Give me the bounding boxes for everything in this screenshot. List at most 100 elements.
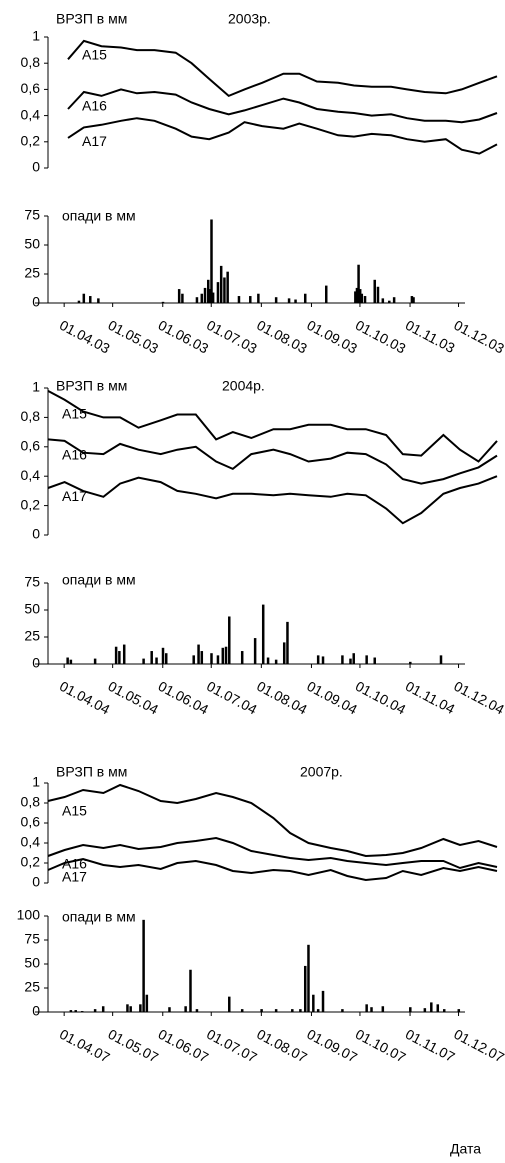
series-label: A17 [62,869,87,885]
bar [89,296,92,303]
bar [360,293,364,303]
x-tick-label: 01.06.07 [156,1026,212,1066]
y-tick-label: 75 [24,931,40,947]
x-tick-label: 01.06.03 [156,317,212,357]
line [67,39,498,98]
x-tick-label: 01.11.03 [403,317,458,356]
y-tick-label: 0,2 [21,133,41,149]
y-tick-label: 1 [32,774,40,790]
bar [392,297,396,303]
bar [139,1004,142,1012]
bar [349,658,352,664]
bar [240,1009,244,1012]
bar [168,1007,171,1012]
bar [457,1009,461,1012]
bar [282,642,286,664]
bar [260,1009,263,1012]
y-tick-label: 1 [32,379,40,395]
x-tick-label: 01.04.07 [57,1026,113,1066]
x-tick-label: 01.08.07 [254,1026,310,1066]
bar [287,298,291,303]
bar [439,655,443,664]
x-tick-label: 01.12.07 [451,1026,505,1066]
bar [208,289,212,303]
bar [299,1009,302,1012]
chart-title: опади в мм [62,572,136,588]
bar [101,1006,105,1012]
bar [126,1004,129,1012]
x-tick-label: 01.07.07 [204,1026,260,1066]
bar [228,616,231,664]
y-tick-label: 0 [32,1003,40,1019]
bar [312,994,315,1012]
y-tick-label: 0 [32,294,40,310]
line [47,475,498,525]
bar [207,279,210,303]
bar [303,965,307,1012]
bar [77,300,81,303]
line [47,836,498,870]
y-tick-label: 50 [24,601,40,617]
x-tick-label: 01.04.03 [57,317,113,357]
bar [210,653,213,664]
bar [381,298,385,303]
x-tick-label: 01.08.03 [254,317,310,357]
bar [211,292,215,303]
bar [161,647,165,664]
series-label: A15 [82,47,107,63]
x-tick-label: 01.07.04 [204,678,260,718]
chart-title: опади в мм [62,208,136,224]
bar [164,653,168,664]
x-tick-label: 01.11.04 [403,678,458,717]
bar [341,1009,344,1012]
line [47,857,498,882]
bar [316,655,320,664]
x-tick-label: 01.12.03 [451,317,505,357]
x-tick-label: 01.05.03 [106,317,162,357]
y-tick-label: 100 [17,907,41,923]
bar [412,297,415,303]
bar [228,996,231,1012]
y-tick-label: 0,2 [21,496,41,512]
x-tick-label: 01.09.07 [304,1026,360,1066]
x-tick-label: 01.09.03 [304,317,360,357]
bar [216,282,220,303]
bar [291,1009,294,1012]
y-tick-label: 0,8 [21,408,41,424]
bar [423,1008,427,1012]
bar [177,289,181,303]
x-tick-label: 01.05.07 [106,1026,162,1066]
line [47,438,498,485]
line [67,117,498,155]
x-tick-label: 01.12.04 [451,678,505,718]
x-tick-label: 01.04.04 [57,678,113,718]
bar [97,298,100,303]
series-label: A16 [62,447,87,463]
bar [352,653,355,664]
series-label: A16 [82,98,107,114]
x-axis-label: Дата [450,1141,481,1157]
x-tick-label: 01.10.03 [353,317,409,357]
bar [442,1009,446,1012]
series-label: A17 [82,133,107,149]
bar [354,291,357,303]
bar [203,287,207,303]
line [67,88,498,124]
bar [376,286,380,303]
line [47,783,498,858]
chart-title: ВРЗП в мм [56,378,127,394]
bar [303,293,307,303]
chart-title: опади в мм [62,909,136,925]
bar [274,659,278,664]
bar [118,651,121,664]
bar [129,1006,132,1012]
bar [341,655,344,664]
bar [316,1009,320,1012]
x-tick-label: 01.06.04 [156,678,212,718]
y-tick-label: 0,8 [21,54,41,70]
bar [363,296,367,303]
bar [200,651,204,664]
bar [66,657,69,664]
bar [266,657,270,664]
